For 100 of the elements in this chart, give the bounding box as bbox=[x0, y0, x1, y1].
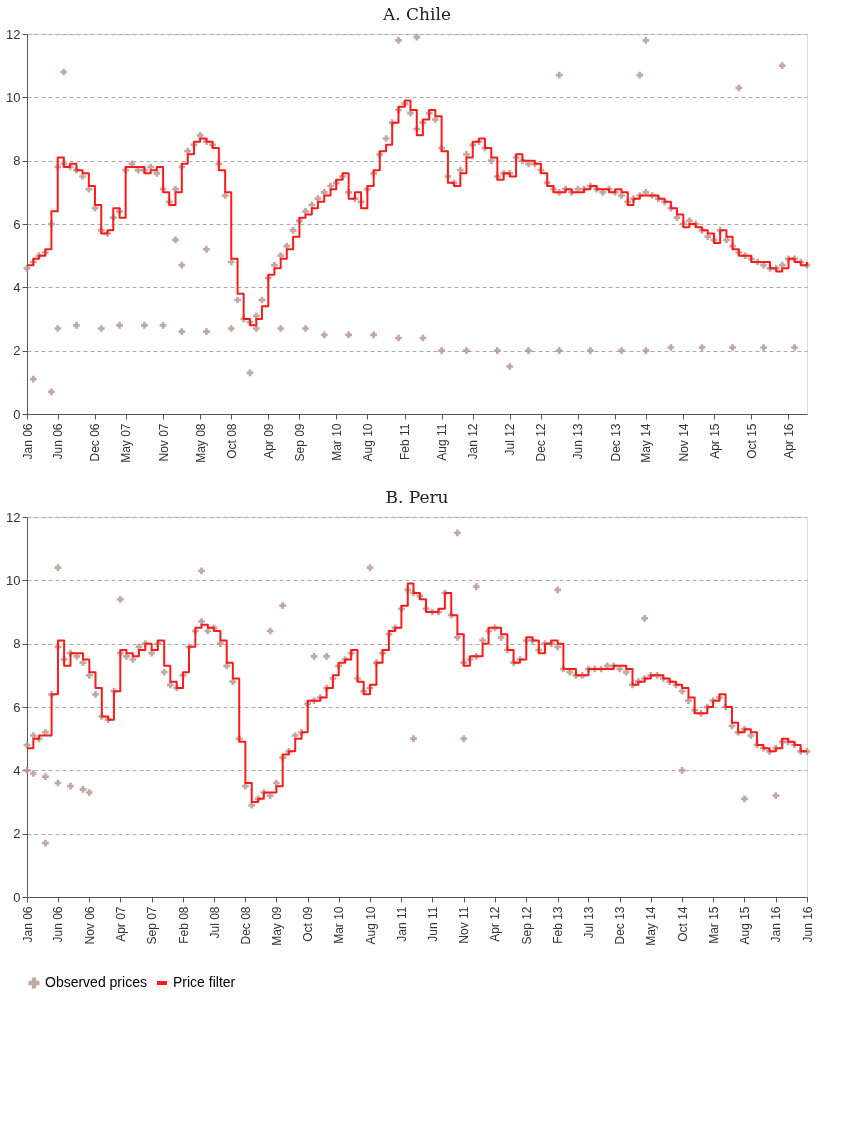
point bbox=[366, 564, 374, 572]
x-tick-label: Jan 11 bbox=[394, 906, 409, 942]
x-tick-label: Mar 15 bbox=[706, 906, 721, 944]
x-tick-label: Feb 13 bbox=[551, 906, 566, 944]
point bbox=[60, 68, 68, 76]
x-tick-label: Jun 16 bbox=[800, 906, 815, 943]
x-tick-label: Oct 14 bbox=[675, 906, 690, 942]
point bbox=[741, 795, 748, 803]
y-tick-label: 0 bbox=[13, 889, 21, 905]
point bbox=[642, 347, 650, 355]
point bbox=[555, 347, 563, 355]
point bbox=[729, 344, 736, 351]
point bbox=[116, 321, 123, 329]
x-tick-label: Nov 11 bbox=[457, 906, 472, 944]
point bbox=[178, 261, 186, 269]
point bbox=[410, 735, 417, 743]
point bbox=[266, 627, 274, 635]
y-tick-label: 4 bbox=[13, 762, 21, 778]
x-tick-label: Apr 12 bbox=[488, 906, 503, 942]
x-tick-label: Apr 09 bbox=[261, 423, 276, 459]
x-tick-label: Mar 10 bbox=[332, 906, 347, 944]
x-tick-label: May 07 bbox=[119, 423, 134, 463]
point bbox=[320, 331, 328, 339]
x-tick-label: May 08 bbox=[193, 423, 208, 463]
x-tick-label: Sep 07 bbox=[145, 906, 160, 945]
point bbox=[252, 325, 260, 332]
point bbox=[54, 564, 62, 572]
x-tick-label: Jul 08 bbox=[207, 906, 222, 939]
point bbox=[30, 770, 37, 777]
x-tick-label: Nov 07 bbox=[156, 423, 171, 462]
y-tick-label: 12 bbox=[6, 509, 21, 525]
x-tick-label: Jan 16 bbox=[769, 906, 784, 943]
x-tick-label: Oct 08 bbox=[224, 423, 239, 459]
x-tick-label: Apr 16 bbox=[781, 423, 796, 459]
point bbox=[413, 33, 421, 41]
y-tick-label: 0 bbox=[13, 406, 21, 422]
x-tick-label: Jun 13 bbox=[571, 423, 586, 460]
point bbox=[370, 331, 378, 339]
point bbox=[760, 344, 768, 351]
point bbox=[586, 347, 594, 355]
point bbox=[395, 36, 402, 44]
x-tick-label: Jul 13 bbox=[581, 906, 596, 939]
point bbox=[54, 325, 62, 332]
x-tick-label: Sep 12 bbox=[519, 906, 534, 945]
y-tick-label: 2 bbox=[13, 826, 21, 842]
y-tick-label: 6 bbox=[13, 216, 21, 232]
point bbox=[279, 602, 287, 610]
point bbox=[554, 586, 562, 594]
point bbox=[67, 782, 74, 790]
point bbox=[667, 344, 675, 351]
point bbox=[116, 595, 124, 603]
x-tick-label: May 09 bbox=[269, 906, 284, 946]
y-tick-label: 8 bbox=[13, 636, 21, 652]
x-tick-label: Feb 08 bbox=[176, 906, 191, 944]
point bbox=[227, 325, 235, 332]
chart-title: B. Peru bbox=[385, 487, 449, 507]
point bbox=[772, 792, 780, 800]
point bbox=[698, 344, 706, 351]
point bbox=[23, 766, 31, 774]
point bbox=[310, 652, 318, 660]
x-tick-label: Oct 15 bbox=[744, 423, 759, 459]
point bbox=[277, 325, 285, 332]
y-tick-label: 6 bbox=[13, 699, 21, 715]
x-tick-label: Jan 06 bbox=[20, 423, 35, 460]
x-tick-label: Mar 10 bbox=[329, 423, 344, 461]
point bbox=[302, 325, 309, 332]
y-tick-label: 10 bbox=[6, 89, 21, 105]
point bbox=[641, 614, 648, 622]
x-tick-label: May 14 bbox=[639, 423, 654, 463]
x-tick-label: Sep 09 bbox=[292, 423, 307, 462]
x-tick-label: Aug 11 bbox=[435, 423, 450, 461]
x-tick-label: Jan 12 bbox=[466, 423, 481, 460]
point bbox=[172, 236, 179, 244]
y-tick-label: 10 bbox=[6, 572, 21, 588]
point bbox=[42, 839, 49, 847]
point bbox=[460, 735, 468, 743]
x-tick-label: Aug 10 bbox=[360, 423, 375, 462]
point bbox=[73, 321, 80, 329]
x-tick-label: May 14 bbox=[644, 906, 659, 946]
y-tick-label: 2 bbox=[13, 343, 21, 359]
point bbox=[506, 363, 514, 370]
legend-label: Observed prices bbox=[45, 974, 147, 990]
point bbox=[246, 369, 254, 377]
point bbox=[159, 321, 167, 329]
legend-label: Price filter bbox=[173, 974, 236, 990]
point bbox=[97, 325, 105, 332]
point bbox=[454, 529, 461, 537]
point bbox=[395, 334, 402, 342]
x-tick-label: Jun 11 bbox=[425, 906, 440, 942]
x-tick-label: Dec 13 bbox=[608, 423, 623, 462]
x-tick-label: Oct 09 bbox=[301, 906, 316, 942]
point bbox=[735, 84, 743, 92]
x-tick-label: Feb 11 bbox=[398, 423, 413, 460]
point bbox=[85, 789, 93, 796]
point bbox=[642, 36, 650, 44]
y-tick-label: 4 bbox=[13, 279, 21, 295]
x-tick-label: Apr 15 bbox=[707, 423, 722, 459]
point bbox=[636, 71, 644, 79]
y-tick-label: 8 bbox=[13, 153, 21, 169]
point bbox=[141, 321, 148, 329]
